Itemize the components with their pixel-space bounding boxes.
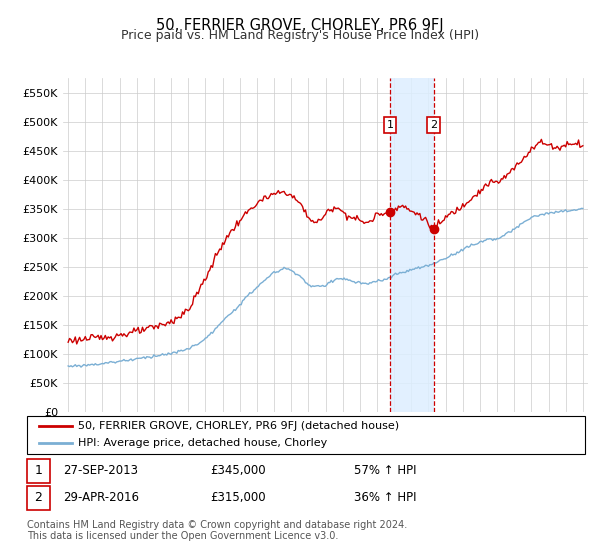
Text: HPI: Average price, detached house, Chorley: HPI: Average price, detached house, Chor… xyxy=(78,438,327,449)
Text: £345,000: £345,000 xyxy=(210,464,266,478)
Text: 2: 2 xyxy=(430,120,437,130)
Text: Price paid vs. HM Land Registry's House Price Index (HPI): Price paid vs. HM Land Registry's House … xyxy=(121,29,479,42)
Text: 29-APR-2016: 29-APR-2016 xyxy=(63,491,139,505)
Text: 2: 2 xyxy=(34,491,43,505)
Text: 1: 1 xyxy=(34,464,43,478)
Text: 50, FERRIER GROVE, CHORLEY, PR6 9FJ: 50, FERRIER GROVE, CHORLEY, PR6 9FJ xyxy=(156,18,444,33)
Text: 36% ↑ HPI: 36% ↑ HPI xyxy=(354,491,416,505)
Text: Contains HM Land Registry data © Crown copyright and database right 2024.
This d: Contains HM Land Registry data © Crown c… xyxy=(27,520,407,542)
Text: 57% ↑ HPI: 57% ↑ HPI xyxy=(354,464,416,478)
Bar xyxy=(390,78,434,412)
Text: 50, FERRIER GROVE, CHORLEY, PR6 9FJ (detached house): 50, FERRIER GROVE, CHORLEY, PR6 9FJ (det… xyxy=(78,421,399,431)
Text: £315,000: £315,000 xyxy=(210,491,266,505)
Text: 27-SEP-2013: 27-SEP-2013 xyxy=(63,464,138,478)
Text: 1: 1 xyxy=(386,120,394,130)
